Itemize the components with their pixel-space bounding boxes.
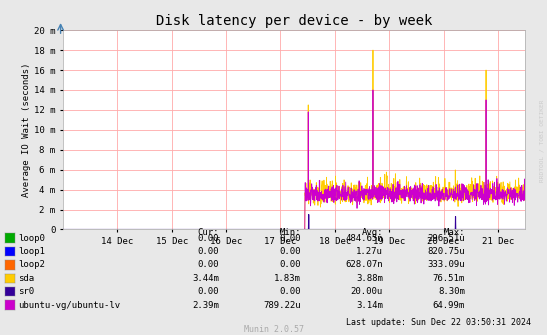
Text: loop1: loop1	[18, 247, 45, 256]
Text: 0.00: 0.00	[197, 234, 219, 243]
Text: sda: sda	[18, 274, 34, 283]
Y-axis label: Average IO Wait (seconds): Average IO Wait (seconds)	[22, 63, 31, 197]
Title: Disk latency per device - by week: Disk latency per device - by week	[156, 14, 432, 27]
Text: 1.83m: 1.83m	[274, 274, 301, 283]
Text: 64.99m: 64.99m	[433, 301, 465, 310]
Text: 296.51u: 296.51u	[427, 234, 465, 243]
Text: loop0: loop0	[18, 234, 45, 243]
Text: 3.88m: 3.88m	[356, 274, 383, 283]
Text: 0.00: 0.00	[280, 287, 301, 296]
Text: 0.00: 0.00	[197, 247, 219, 256]
Text: Max:: Max:	[444, 228, 465, 237]
Text: 0.00: 0.00	[197, 261, 219, 269]
Text: RRDTOOL / TOBI OETIKER: RRDTOOL / TOBI OETIKER	[539, 99, 544, 182]
Text: Cur:: Cur:	[197, 228, 219, 237]
Text: 2.39m: 2.39m	[192, 301, 219, 310]
Text: 333.09u: 333.09u	[427, 261, 465, 269]
Text: 76.51m: 76.51m	[433, 274, 465, 283]
Text: 20.00u: 20.00u	[351, 287, 383, 296]
Text: 0.00: 0.00	[280, 247, 301, 256]
Text: Min:: Min:	[280, 228, 301, 237]
Text: 0.00: 0.00	[280, 261, 301, 269]
Text: 8.30m: 8.30m	[438, 287, 465, 296]
Text: 0.00: 0.00	[197, 287, 219, 296]
Text: ubuntu-vg/ubuntu-lv: ubuntu-vg/ubuntu-lv	[18, 301, 120, 310]
Text: loop2: loop2	[18, 261, 45, 269]
Text: Munin 2.0.57: Munin 2.0.57	[243, 325, 304, 334]
Text: 789.22u: 789.22u	[263, 301, 301, 310]
Text: Last update: Sun Dec 22 03:50:31 2024: Last update: Sun Dec 22 03:50:31 2024	[346, 318, 531, 327]
Text: 820.75u: 820.75u	[427, 247, 465, 256]
Text: Avg:: Avg:	[362, 228, 383, 237]
Text: sr0: sr0	[18, 287, 34, 296]
Text: 628.07n: 628.07n	[345, 261, 383, 269]
Text: 484.65n: 484.65n	[345, 234, 383, 243]
Text: 3.14m: 3.14m	[356, 301, 383, 310]
Text: 0.00: 0.00	[280, 234, 301, 243]
Text: 3.44m: 3.44m	[192, 274, 219, 283]
Text: 1.27u: 1.27u	[356, 247, 383, 256]
